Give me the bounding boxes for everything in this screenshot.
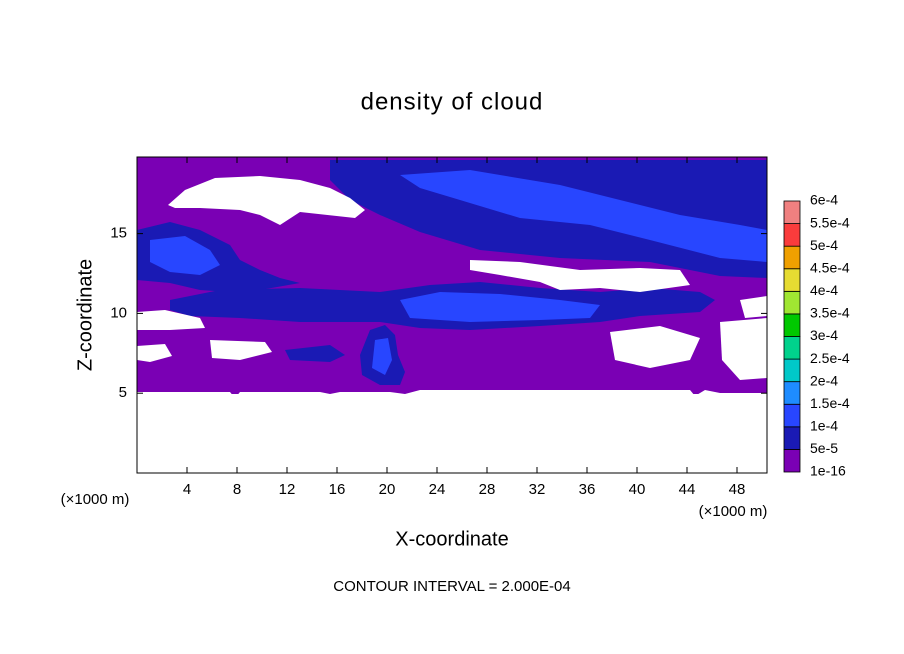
x-axis-label: X-coordinate (395, 528, 508, 550)
field-gap (720, 318, 767, 380)
x-tick-label: 32 (529, 481, 546, 498)
x-tick-label: 48 (729, 481, 746, 498)
x-tick-label: 28 (479, 481, 496, 498)
colorbar-label: 2.5e-4 (810, 350, 850, 366)
x-tick-label: 8 (233, 481, 241, 498)
colorbar-box (783, 245, 801, 270)
colorbar-label: 3.5e-4 (810, 305, 850, 321)
field-region (400, 292, 600, 322)
field-region (285, 345, 345, 362)
colorbar-label: 1e-16 (810, 463, 846, 479)
field-gap (137, 310, 205, 330)
field-gap (137, 344, 172, 362)
x-tick-label: 12 (279, 481, 296, 498)
y-tick-label: 10 (110, 304, 127, 321)
x-unit-label: (×1000 m) (699, 503, 768, 520)
field-gap (610, 326, 700, 368)
colorbar-box (783, 223, 801, 247)
field-gap (168, 176, 365, 225)
x-tick-label: 20 (379, 481, 396, 498)
x-tick-label: 36 (579, 481, 596, 498)
field-gap (210, 340, 272, 360)
contour-field (137, 157, 767, 473)
colorbar-label: 1e-4 (810, 418, 838, 434)
colorbar-box (783, 336, 801, 360)
field-region (400, 170, 767, 262)
y-unit-label: (×1000 m) (61, 491, 130, 508)
field-region (150, 236, 220, 275)
field-gap (740, 296, 767, 318)
colorbar-box (783, 449, 801, 473)
colorbar-label: 5.5e-4 (810, 214, 850, 230)
colorbar-label: 6e-4 (810, 192, 838, 208)
x-tick-label: 4 (183, 481, 191, 498)
field-gap (470, 260, 690, 292)
y-axis-label: Z-coordinate (74, 259, 96, 371)
colorbar-label: 5e-4 (810, 237, 838, 253)
colorbar-label: 1.5e-4 (810, 395, 850, 411)
colorbar-label: 4e-4 (810, 282, 838, 298)
plot-frame (136, 156, 768, 474)
colorbar-box (783, 268, 801, 292)
colorbar-box (783, 358, 801, 383)
colorbar-box (783, 403, 801, 428)
colorbar-label: 2e-4 (810, 372, 838, 388)
colorbar-box (783, 381, 801, 405)
y-tick-label: 15 (110, 225, 127, 242)
x-tick-label: 24 (429, 481, 446, 498)
colorbar-box (783, 313, 801, 337)
field-gap (137, 394, 767, 473)
x-tick-label: 44 (679, 481, 696, 498)
field-region (372, 338, 392, 375)
chart-title: density of cloud (361, 88, 544, 115)
colorbar-box (783, 290, 801, 315)
footnote: CONTOUR INTERVAL = 2.000E-04 (333, 578, 570, 595)
colorbar-label: 3e-4 (810, 327, 838, 343)
colorbar-box (783, 200, 801, 224)
colorbar-box (783, 426, 801, 450)
colorbar-label: 4.5e-4 (810, 259, 850, 275)
x-tick-label: 40 (629, 481, 646, 498)
y-tick-label: 5 (119, 384, 127, 401)
x-tick-label: 16 (329, 481, 346, 498)
colorbar-label: 5e-5 (810, 440, 838, 456)
